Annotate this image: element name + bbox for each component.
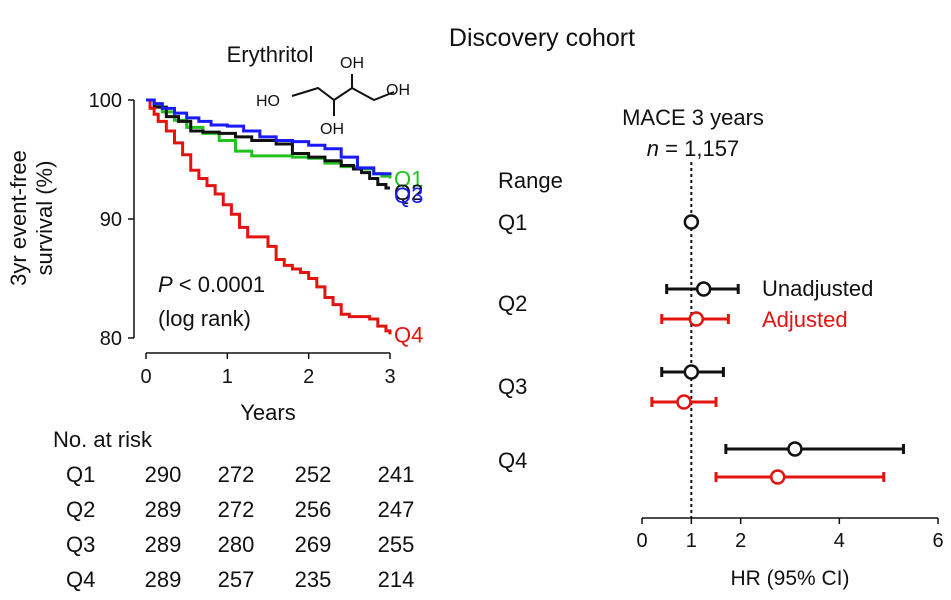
erythritol-structure: HO OH OH OH (256, 55, 410, 138)
risk-row-label-q4: Q4 (66, 567, 95, 592)
structure-group-oh-right: OH (386, 82, 410, 99)
structure-group-oh-bottom: OH (320, 121, 344, 138)
n-value: = 1,157 (659, 136, 739, 161)
forest-point-adjusted (769, 469, 786, 485)
risk-cell: 272 (218, 497, 255, 522)
p-symbol: P (158, 272, 173, 297)
risk-cell: 247 (378, 497, 415, 522)
forest-category-q3: Q3 (498, 374, 527, 399)
forest-point-unadjusted (683, 214, 700, 230)
forest-legend-unadjusted: Unadjusted (762, 276, 873, 301)
forest-category-q2: Q2 (498, 291, 527, 316)
km-pvalue: P < 0.0001 (158, 272, 265, 297)
compound-name: Erythritol (227, 42, 314, 67)
km-series-label-q4: Q4 (394, 322, 423, 347)
forest-x-tick-label: 4 (834, 530, 845, 552)
risk-cell: 272 (218, 462, 255, 487)
figure-title: Discovery cohort (449, 24, 635, 52)
risk-cell: 289 (145, 532, 182, 557)
risk-cell: 241 (378, 462, 415, 487)
forest-category-q1: Q1 (498, 210, 527, 235)
risk-table: Q1 290 272 252 241 Q2 289 272 256 247 Q3 289 280 269 2… (66, 462, 414, 592)
km-x-tick-label: 2 (303, 366, 314, 388)
forest-category-q4: Q4 (498, 448, 527, 473)
km-line-q4 (146, 98, 392, 335)
structure-group-oh-top: OH (340, 55, 364, 72)
km-y-tick-label: 100 (89, 90, 122, 112)
forest-x-tick-label: 2 (735, 530, 746, 552)
risk-row-label-q3: Q3 (66, 532, 95, 557)
risk-cell: 255 (378, 532, 415, 557)
risk-cell: 269 (295, 532, 332, 557)
forest-legend-adjusted: Adjusted (762, 307, 848, 332)
km-series-label-q2: Q2 (394, 180, 423, 205)
risk-cell: 280 (218, 532, 255, 557)
structure-bonds (291, 86, 395, 102)
risk-cell: 252 (295, 462, 332, 487)
n-symbol: n (647, 136, 659, 161)
risk-cell: 289 (145, 497, 182, 522)
risk-cell: 235 (295, 567, 332, 592)
risk-cell: 257 (218, 567, 255, 592)
forest-plot: 0 1 2 4 6 Q1 Q2 Q3 Q4 Unadjusted Adjusted (498, 162, 944, 552)
km-line-q2 (146, 98, 390, 190)
forest-x-tick-label: 1 (686, 530, 697, 552)
forest-point-adjusted (688, 311, 705, 327)
risk-row-label-q2: Q2 (66, 497, 95, 522)
km-x-tick-label: 0 (140, 366, 151, 388)
km-x-tick-label: 3 (384, 366, 395, 388)
km-y-tick-label: 90 (100, 209, 122, 231)
risk-cell: 214 (378, 567, 415, 592)
forest-point-unadjusted (787, 441, 803, 457)
km-test-label: (log rank) (158, 306, 251, 331)
forest-point-unadjusted (695, 281, 712, 297)
p-value: < 0.0001 (173, 272, 265, 297)
forest-category-header: Range (498, 168, 563, 193)
forest-xlabel: HR (95% CI) (730, 567, 849, 590)
forest-subtitle: n = 1,157 (647, 136, 739, 161)
km-line-q3 (146, 98, 392, 176)
risk-table-title: No. at risk (53, 427, 153, 452)
forest-point-unadjusted (683, 364, 700, 380)
km-ylabel-line1: 3yr event-free (6, 150, 31, 286)
risk-cell: 290 (145, 462, 182, 487)
structure-group-ho: HO (256, 93, 280, 110)
risk-cell: 256 (295, 497, 332, 522)
forest-x-tick-label: 0 (636, 530, 647, 552)
km-series-label-q3: Q3 (394, 183, 423, 208)
forest-point-adjusted (676, 394, 692, 410)
forest-x-tick-label: 6 (932, 530, 943, 552)
km-xlabel: Years (240, 400, 295, 425)
km-ylabel-line2: survival (%) (32, 161, 57, 276)
risk-cell: 289 (145, 567, 182, 592)
forest-title: MACE 3 years (622, 105, 764, 130)
risk-row-label-q1: Q1 (66, 462, 95, 487)
km-x-tick-label: 1 (222, 366, 233, 388)
km-series-label-q1: Q1 (394, 167, 423, 192)
km-y-tick-label: 80 (100, 328, 122, 350)
